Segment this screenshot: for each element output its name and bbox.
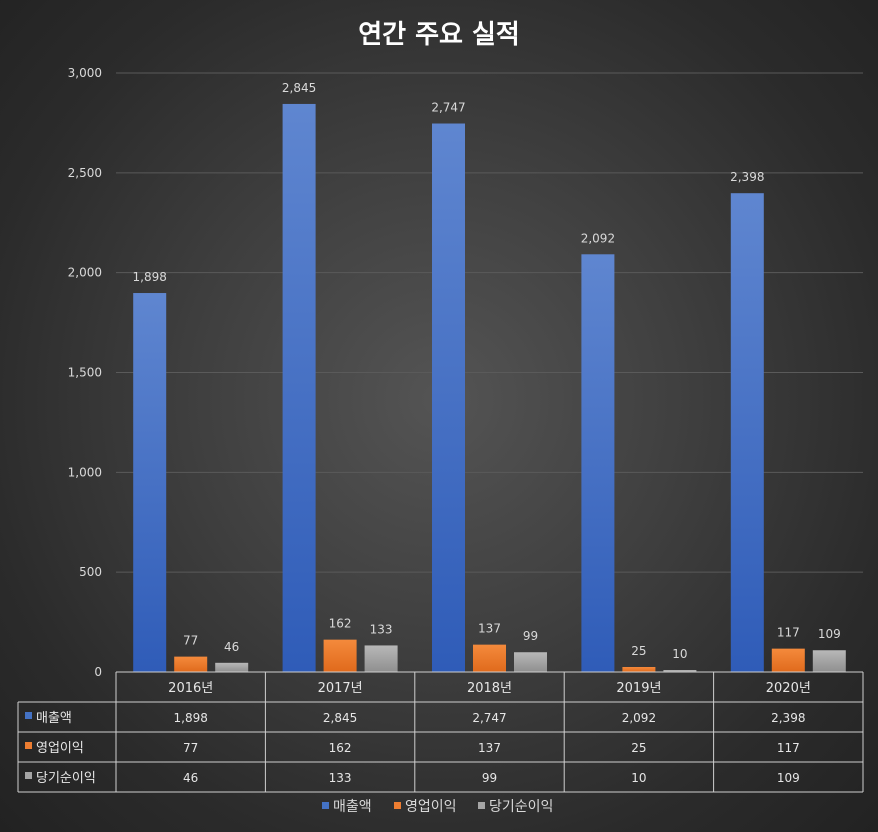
table-cell: 2,092 bbox=[622, 711, 656, 725]
data-label: 109 bbox=[818, 627, 841, 641]
bar-매출액-2020년 bbox=[730, 193, 764, 672]
table-cell: 25 bbox=[631, 741, 646, 755]
table-legend-key bbox=[25, 742, 32, 749]
bar-영업이익-2020년 bbox=[771, 648, 805, 672]
table-cell: 77 bbox=[183, 741, 198, 755]
table-cell: 10 bbox=[631, 771, 646, 785]
table-header-cell: 2020년 bbox=[766, 681, 811, 696]
y-tick-label: 3,000 bbox=[68, 66, 102, 80]
bar-영업이익-2017년 bbox=[323, 639, 357, 672]
y-tick-label: 1,500 bbox=[68, 366, 102, 380]
legend-key bbox=[322, 802, 329, 809]
bar-당기순이익-2020년 bbox=[812, 650, 846, 672]
table-cell: 137 bbox=[478, 741, 501, 755]
legend-label: 매출액 bbox=[333, 799, 372, 815]
bar-매출액-2018년 bbox=[432, 123, 465, 672]
bar-매출액-2019년 bbox=[581, 254, 615, 672]
table-header-cell: 2017년 bbox=[318, 681, 363, 696]
legend-key bbox=[478, 802, 485, 809]
bar-당기순이익-2016년 bbox=[215, 662, 249, 672]
table-cell: 2,747 bbox=[472, 711, 506, 725]
table-cell: 1,898 bbox=[174, 711, 208, 725]
bar-당기순이익-2018년 bbox=[514, 652, 547, 672]
table-cell: 46 bbox=[183, 771, 198, 785]
legend-label: 영업이익 bbox=[405, 799, 457, 815]
data-label: 137 bbox=[478, 622, 501, 636]
bar-영업이익-2016년 bbox=[174, 656, 208, 672]
table-cell: 99 bbox=[482, 771, 497, 785]
table-header-cell: 2016년 bbox=[168, 681, 213, 696]
table-row-label: 영업이익 bbox=[36, 741, 84, 756]
bar-당기순이익-2017년 bbox=[364, 645, 398, 672]
bar-매출액-2016년 bbox=[133, 293, 167, 672]
y-tick-label: 0 bbox=[94, 665, 102, 679]
y-tick-label: 500 bbox=[79, 565, 102, 579]
table-legend-key bbox=[25, 772, 32, 779]
data-label: 2,845 bbox=[282, 81, 316, 95]
data-label: 133 bbox=[370, 622, 393, 636]
bars: 1,898 77 46 2,845 162 133 2,747 137 99 2,092 25 10 2… bbox=[133, 81, 846, 672]
table-cell: 2,398 bbox=[771, 711, 805, 725]
table-cell: 109 bbox=[777, 771, 800, 785]
chart-title: 연간 주요 실적 bbox=[358, 20, 520, 50]
data-label: 2,092 bbox=[581, 231, 615, 245]
legend-label: 당기순이익 bbox=[489, 799, 553, 815]
table-row-label: 매출액 bbox=[36, 711, 72, 726]
y-tick-label: 1,000 bbox=[68, 465, 102, 479]
data-label: 99 bbox=[523, 629, 538, 643]
legend: 매출액 영업이익 당기순이익 bbox=[322, 799, 553, 815]
bar-매출액-2017년 bbox=[282, 103, 316, 672]
data-label: 162 bbox=[329, 617, 352, 631]
bar-당기순이익-2019년 bbox=[663, 670, 697, 672]
bar-영업이익-2019년 bbox=[622, 667, 656, 672]
table-legend-key bbox=[25, 712, 32, 719]
legend-key bbox=[394, 802, 401, 809]
table-cell: 162 bbox=[329, 741, 352, 755]
data-label: 25 bbox=[631, 644, 646, 658]
data-label: 1,898 bbox=[133, 270, 167, 284]
table-header-cell: 2019년 bbox=[616, 681, 661, 696]
y-tick-label: 2,500 bbox=[68, 166, 102, 180]
data-label: 77 bbox=[183, 634, 198, 648]
table-cell: 117 bbox=[777, 741, 800, 755]
data-label: 117 bbox=[777, 626, 800, 640]
data-label: 2,747 bbox=[431, 101, 465, 115]
data-label: 2,398 bbox=[730, 170, 764, 184]
table-header-cell: 2018년 bbox=[467, 681, 512, 696]
data-label: 10 bbox=[672, 647, 687, 661]
data-label: 46 bbox=[224, 640, 239, 654]
table-cell: 2,845 bbox=[323, 711, 357, 725]
table-row-label: 당기순이익 bbox=[36, 771, 96, 786]
table-cell: 133 bbox=[329, 771, 352, 785]
y-tick-label: 2,000 bbox=[68, 266, 102, 280]
bar-영업이익-2018년 bbox=[473, 644, 506, 672]
